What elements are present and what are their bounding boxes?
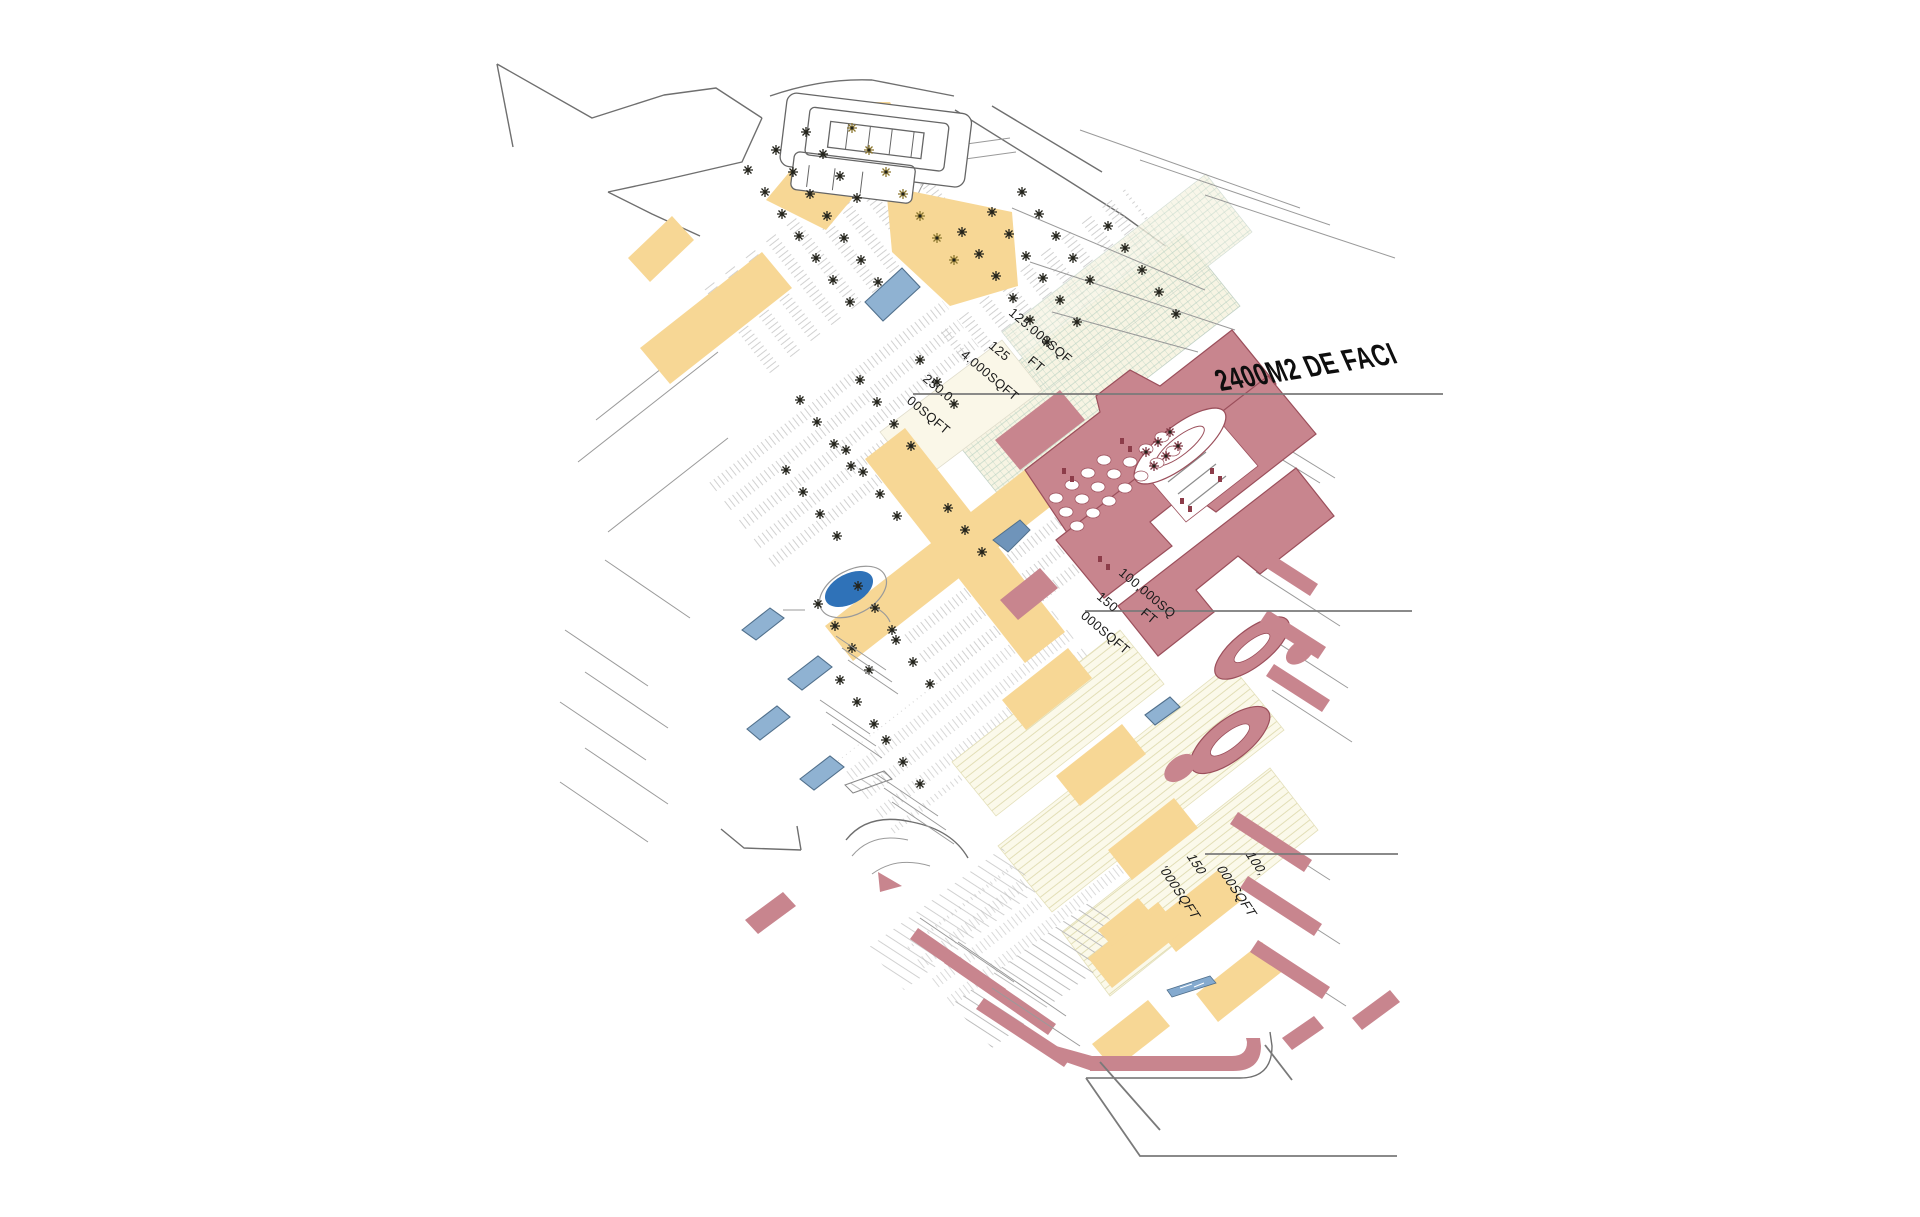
bottom-left-roads	[720, 818, 969, 875]
path-chain-3	[1108, 798, 1198, 880]
blue-canopy-3	[746, 705, 791, 741]
hatch-bundles	[819, 635, 955, 845]
road-lines	[559, 129, 1396, 1007]
stripe-area-2	[868, 848, 1038, 990]
blue-canopy-2	[787, 655, 833, 691]
red-wedge	[878, 872, 902, 892]
parking-area-3	[706, 298, 1008, 568]
water-pool-top	[864, 267, 921, 322]
leader-lines	[913, 393, 1443, 1157]
blue-canopy-4	[799, 755, 845, 791]
floor-plate-upper-2	[1001, 173, 1253, 391]
red-road-system	[745, 872, 1400, 1079]
blue-small-mid	[1144, 696, 1181, 726]
red-interior-details	[1062, 438, 1222, 570]
blue-bar	[1166, 975, 1217, 998]
blue-canopy-1	[741, 607, 785, 641]
red-band-spur	[995, 390, 1085, 470]
red-road-loop	[1090, 1038, 1261, 1071]
leader-line-bottom	[1085, 1077, 1397, 1157]
path-lower-2	[1092, 1000, 1170, 1070]
parking-area-5	[836, 598, 1102, 834]
red-edge-strips	[1000, 548, 1330, 999]
red-band-lower	[1117, 467, 1335, 657]
path-chain-1	[1002, 648, 1092, 730]
pedestrian-path-left-1	[628, 216, 694, 282]
red-strip-left	[745, 892, 796, 934]
path-lower-3	[1098, 898, 1152, 946]
red-building-complex	[995, 329, 1335, 999]
blue-trapezoid	[992, 519, 1031, 553]
path-chain-2	[1056, 724, 1146, 806]
path-chain-5	[1196, 942, 1284, 1022]
pedestrian-path-left-2	[640, 252, 792, 384]
pond	[818, 565, 891, 623]
red-blob-buildings	[1164, 616, 1315, 783]
blue-elements	[741, 267, 1217, 998]
building-footprint	[779, 92, 973, 204]
path-lower-1	[1088, 902, 1182, 988]
